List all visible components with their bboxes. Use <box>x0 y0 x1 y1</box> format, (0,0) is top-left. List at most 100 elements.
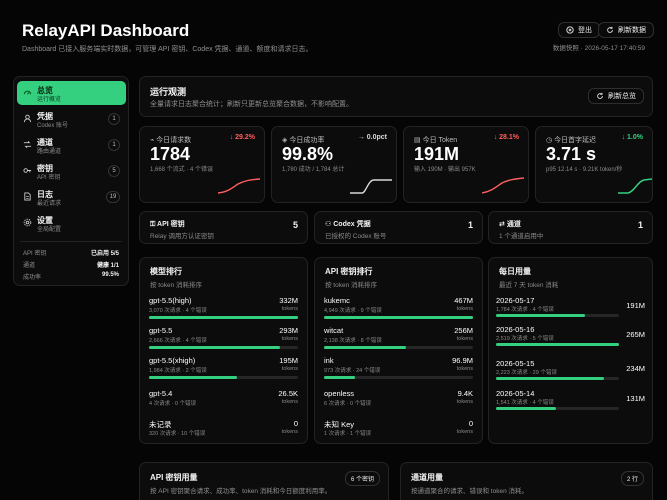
kpi-tokens: ▤ 今日 Token ↓ 28.1% 191M 输入 190M · 输出 957… <box>403 126 529 203</box>
sidebar-item-count: 5 <box>108 165 120 177</box>
usage-bar-fill <box>496 407 557 410</box>
row-unit: tokens <box>456 429 473 435</box>
daily-usage-panel: 每日用量 最近 7 天 token 消耗 2026-05-17 1,784 次请… <box>488 257 653 444</box>
row-unit: tokens <box>281 399 298 405</box>
row-name: gpt-5.5(high) <box>149 296 192 305</box>
kpi-label: 今日首字延迟 <box>554 137 597 144</box>
row-value: 332M <box>279 296 298 305</box>
usage-bar-fill <box>149 346 281 349</box>
sidebar-item-keys[interactable]: 密钥 API 密钥 5 <box>17 159 126 183</box>
panel-title: API 密钥排行 <box>325 267 373 276</box>
panel-sub: 按 API 密钥聚合请求、成功率、token 消耗和今日额度利用率。 <box>150 488 332 495</box>
row-value: 0 <box>293 419 298 428</box>
sidebar-status-success: 成功率 99.5% <box>23 272 119 281</box>
row-value: 234M <box>626 364 645 373</box>
sidebar-item-label: 通道 <box>37 138 53 147</box>
row-value: 26.5K <box>278 389 298 398</box>
row-value: 0 <box>468 419 473 428</box>
usage-bar-fill <box>496 377 605 380</box>
mini-api-keys[interactable]: ⚿ API 密钥 Relay 调用方认证密钥 5 <box>139 211 308 244</box>
usage-bar-fill <box>324 316 473 319</box>
panel-title: 通道用量 <box>411 473 443 482</box>
row-name: 2026-05-15 <box>496 359 535 368</box>
snapshot-time: 数据快照 · 2026-05-17 17:40:59 <box>552 45 645 52</box>
usage-bar-fill <box>324 376 356 379</box>
clock-icon: ◷ <box>546 137 553 144</box>
sidebar: 总览 运行概览 凭据 Codex 账号 1 通道 路由通道 1 密钥 API 密… <box>13 76 129 286</box>
rank-row: gpt-5.5 2,666 次请求 · 4 个错误 293M tokens <box>149 326 298 356</box>
row-value: 293M <box>279 326 298 335</box>
row-desc: 4 次请求 · 0 个错误 <box>149 401 197 407</box>
usage-bar <box>496 377 619 380</box>
row-name: gpt-5.5 <box>149 326 173 335</box>
day-row: 2026-05-15 2,223 次请求 · 29 个错误 234M <box>496 359 645 383</box>
usage-bar <box>324 346 473 349</box>
mini-sub: 1 个通道启用中 <box>499 233 544 240</box>
row-desc: 3,070 次请求 · 4 个错误 <box>149 308 207 314</box>
sidebar-item-settings[interactable]: 设置 全局配置 <box>17 211 126 235</box>
day-row: 2026-05-17 1,784 次请求 · 4 个错误 191M <box>496 296 645 320</box>
row-unit: tokens <box>456 399 473 405</box>
row-name: gpt-5.4 <box>149 389 173 398</box>
row-name: 2026-05-16 <box>496 325 535 334</box>
sidebar-item-logs[interactable]: 日志 最近请求 19 <box>17 185 126 209</box>
sidebar-item-sub: API 密钥 <box>37 175 61 181</box>
key-rank-panel: API 密钥排行 按 token 消耗排序 kukemc 4,949 次请求 ·… <box>314 257 483 444</box>
usage-bar-fill <box>324 346 406 349</box>
file-icon <box>24 192 31 201</box>
row-desc: 2,138 次请求 · 8 个错误 <box>324 338 382 344</box>
usage-bar-fill <box>149 316 298 319</box>
kpi-delta: ↓ 29.2% <box>229 134 255 141</box>
refresh-data-button[interactable]: 刷新数据 <box>598 22 654 38</box>
sidebar-status-channels: 通道 健康 1/1 <box>23 260 119 269</box>
refresh-icon <box>607 26 613 33</box>
sidebar-status-keys: API 密钥 已启用 5/5 <box>23 248 119 257</box>
row-desc: 1 次请求 · 1 个错误 <box>324 431 372 437</box>
row-name: 2026-05-14 <box>496 389 535 398</box>
overview-subtitle: 全量请求日志聚合统计；刷新只更新总览聚合数据，不影响配置。 <box>150 101 353 108</box>
page-title: RelayAPI Dashboard <box>22 21 190 40</box>
status-label: 通道 <box>23 263 36 269</box>
day-row: 2026-05-14 1,541 次请求 · 4 个错误 131M <box>496 389 645 413</box>
gauge-icon <box>23 90 32 95</box>
mini-count: 1 <box>467 220 473 230</box>
mini-codex-credentials[interactable]: ⚇ Codex 凭据 已授权的 Codex 账号 1 <box>314 211 483 244</box>
usage-bar <box>324 376 473 379</box>
row-value: 256M <box>454 326 473 335</box>
usage-bar-fill <box>149 376 237 379</box>
row-name: 2026-05-17 <box>496 296 535 305</box>
refresh-overview-label: 刷新总览 <box>608 93 636 100</box>
refresh-data-label: 刷新数据 <box>618 27 646 34</box>
row-name: witcat <box>324 326 344 335</box>
row-unit: tokens <box>281 429 298 435</box>
status-value: 99.5% <box>101 272 119 278</box>
sidebar-item-credentials[interactable]: 凭据 Codex 账号 1 <box>17 107 126 131</box>
mini-channels[interactable]: ⇄ 通道 1 个通道启用中 1 <box>488 211 653 244</box>
panel-title: 每日用量 <box>499 267 531 276</box>
panel-badge: 2 行 <box>620 471 644 486</box>
rank-row: gpt-5.5(high) 3,070 次请求 · 4 个错误 332M tok… <box>149 296 298 326</box>
sidebar-item-channels[interactable]: 通道 路由通道 1 <box>17 133 126 157</box>
row-name: gpt-5.5(xhigh) <box>149 356 196 365</box>
row-desc: 1,984 次请求 · 2 个错误 <box>149 368 207 374</box>
kpi-label: 今日 Token <box>422 137 458 144</box>
status-value: 健康 1/1 <box>96 263 119 269</box>
row-unit: tokens <box>281 366 298 372</box>
row-desc: 6 次请求 · 0 个错误 <box>324 401 372 407</box>
user-icon: ⚇ <box>325 221 332 228</box>
sidebar-item-overview[interactable]: 总览 运行概览 <box>17 81 126 105</box>
sidebar-item-sub: 路由通道 <box>37 149 62 155</box>
row-value: 96.9M <box>452 356 473 365</box>
key-icon: ⚿ <box>150 221 156 228</box>
usage-bar <box>324 316 473 319</box>
kpi-value: 99.8% <box>282 144 334 164</box>
panel-title: API 密钥用量 <box>150 473 198 482</box>
sidebar-item-label: 总览 <box>37 86 53 95</box>
panel-sub: 按通道聚合的请求、错误和 token 消耗。 <box>411 488 529 495</box>
row-desc: 320 次请求 · 10 个错误 <box>149 431 206 437</box>
usage-bar <box>496 407 619 410</box>
logout-button[interactable]: 登出 <box>558 22 600 38</box>
route-icon <box>23 141 32 148</box>
refresh-overview-button[interactable]: 刷新总览 <box>588 88 644 104</box>
rank-row: gpt-5.4 4 次请求 · 0 个错误 26.5K tokens <box>149 389 298 419</box>
